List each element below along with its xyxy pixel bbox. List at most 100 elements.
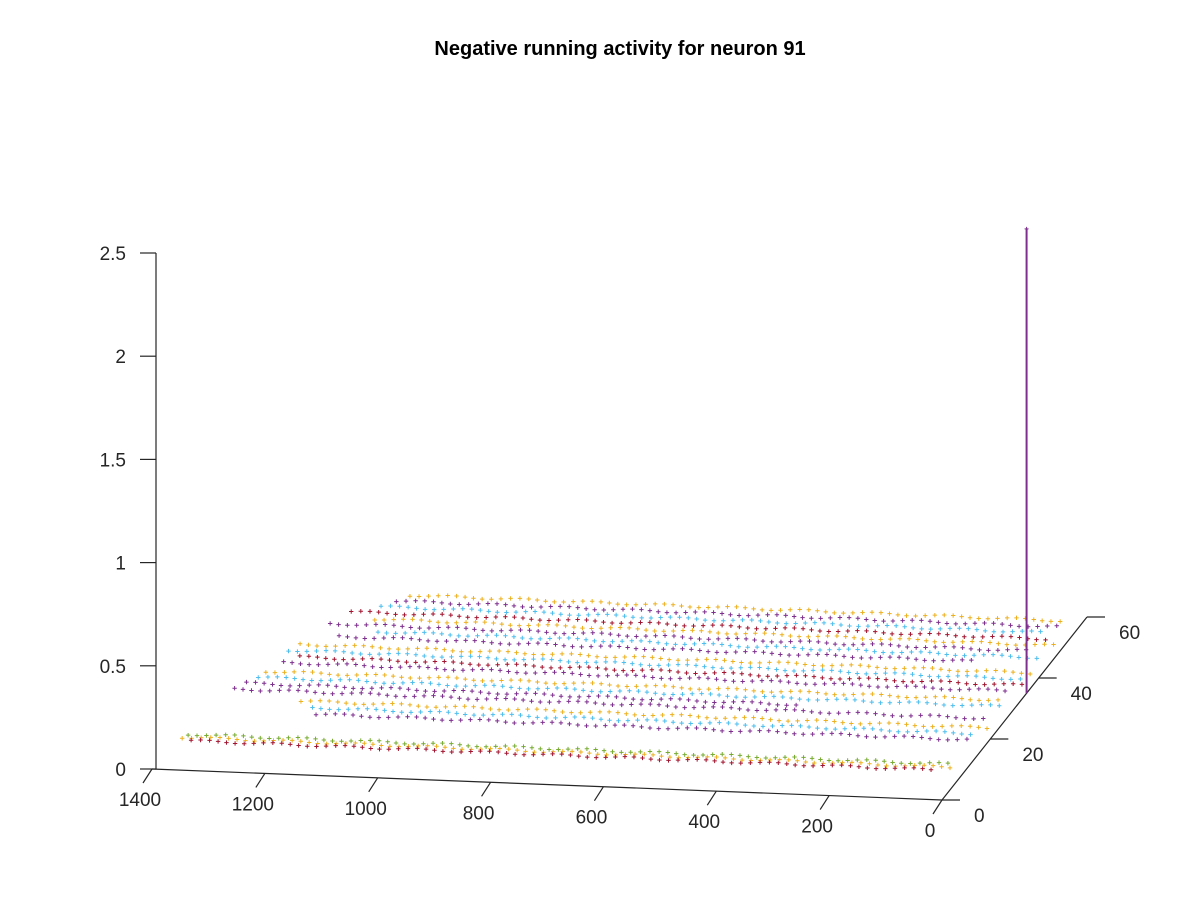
data-point <box>474 615 479 620</box>
data-point <box>341 657 346 662</box>
data-point <box>458 717 463 723</box>
data-point <box>512 752 518 757</box>
data-point <box>359 714 364 719</box>
data-point <box>307 682 312 688</box>
data-point <box>647 620 653 625</box>
data-point <box>586 612 591 618</box>
data-point <box>499 628 504 633</box>
data-point <box>460 606 466 611</box>
data-point <box>985 686 991 692</box>
data-point <box>968 732 973 737</box>
data-point <box>445 593 450 598</box>
data-point <box>694 757 700 762</box>
data-point <box>559 651 565 657</box>
data-point <box>526 686 531 692</box>
data-point <box>991 621 996 626</box>
data-point <box>990 652 996 657</box>
data-point <box>875 676 880 681</box>
data-point <box>682 705 687 710</box>
data-point <box>869 637 874 642</box>
data-point <box>823 726 829 732</box>
data-series <box>298 698 990 731</box>
data-point <box>316 682 321 688</box>
data-point <box>550 751 555 757</box>
data-point <box>310 669 315 675</box>
data-point <box>428 709 433 714</box>
data-point <box>993 668 998 673</box>
data-point <box>859 655 864 661</box>
data-point <box>318 706 324 711</box>
data-point <box>372 617 377 623</box>
data-point <box>603 655 609 660</box>
data-point <box>918 673 924 678</box>
data-point <box>382 622 388 627</box>
data-point <box>305 744 310 749</box>
data-point <box>477 654 482 659</box>
data-point <box>295 649 300 654</box>
data-point <box>832 681 837 686</box>
data-point <box>629 702 634 707</box>
data-point <box>336 707 341 712</box>
data-point <box>529 617 534 622</box>
data-point <box>955 737 960 742</box>
data-point <box>851 642 856 647</box>
data-point <box>689 647 694 652</box>
data-point <box>930 724 935 729</box>
data-point <box>628 620 634 626</box>
data-point <box>572 714 578 720</box>
data-point <box>523 749 528 754</box>
data-point <box>324 741 329 747</box>
data-point <box>425 638 431 644</box>
data-point <box>333 711 338 717</box>
data-point <box>928 767 934 772</box>
data-point <box>923 695 928 700</box>
data-point <box>610 749 615 754</box>
data-point <box>607 718 612 723</box>
data-point <box>703 699 708 705</box>
data-point <box>870 726 875 732</box>
data-point <box>468 649 473 655</box>
x-tick-mark <box>255 773 266 788</box>
data-point <box>999 634 1005 639</box>
data-point <box>908 713 914 719</box>
data-point <box>253 680 258 685</box>
data-point <box>336 622 341 627</box>
data-point <box>792 707 797 713</box>
data-point <box>933 694 938 699</box>
data-point <box>976 725 981 730</box>
data-point <box>208 735 213 740</box>
data-point <box>658 667 664 673</box>
data-point <box>791 614 797 619</box>
data-point <box>410 617 415 622</box>
data-point <box>720 752 725 757</box>
data-point <box>394 599 399 604</box>
data-point <box>953 715 959 720</box>
data-point <box>942 694 947 699</box>
data-point <box>760 716 765 721</box>
data-point <box>936 631 941 636</box>
data-point <box>393 740 399 746</box>
z-tick-label: 2.5 <box>100 244 126 265</box>
data-point <box>405 746 411 751</box>
data-series <box>349 609 1048 643</box>
data-point <box>691 705 697 710</box>
data-point <box>658 615 663 620</box>
data-point <box>945 674 951 679</box>
data-point <box>631 696 636 702</box>
data-point <box>875 684 881 690</box>
data-point <box>846 670 851 675</box>
data-point <box>446 624 451 630</box>
data-point <box>768 717 773 722</box>
data-point <box>431 599 436 604</box>
data-point <box>687 604 693 610</box>
data-point <box>521 744 526 749</box>
data-point <box>880 650 886 655</box>
data-point <box>754 755 760 760</box>
data-point <box>313 736 318 742</box>
data-point <box>858 721 863 727</box>
data-point <box>598 681 604 687</box>
x-tick-label: 600 <box>576 808 608 829</box>
data-point <box>449 749 454 755</box>
data-point <box>690 691 695 696</box>
data-point <box>317 698 323 703</box>
